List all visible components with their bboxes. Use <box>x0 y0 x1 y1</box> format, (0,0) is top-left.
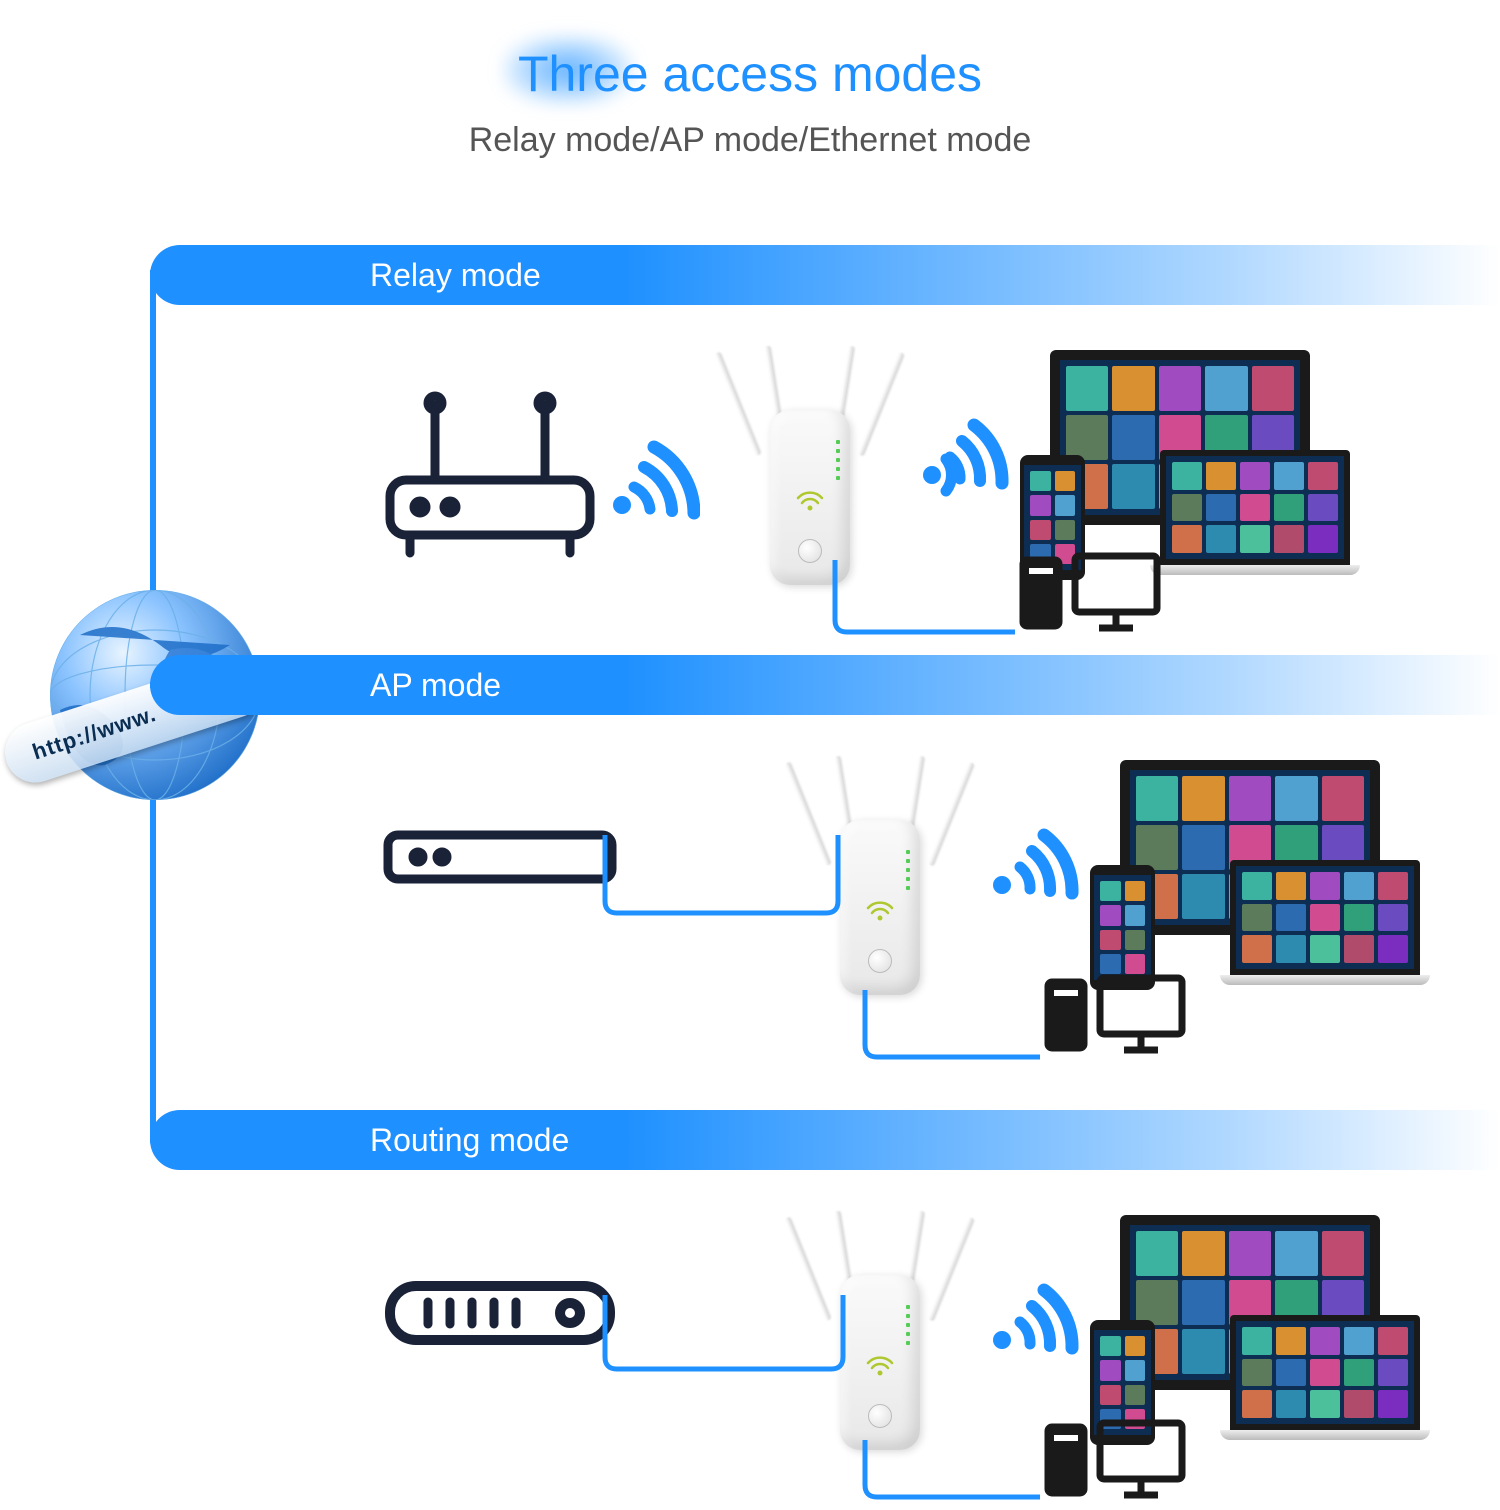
page-subtitle: Relay mode/AP mode/Ethernet mode <box>0 121 1500 160</box>
mode-label-ap: AP mode <box>370 667 501 704</box>
wifi-signal-right-icon <box>990 1280 1080 1400</box>
ethernet-cable-icon <box>820 1440 1045 1500</box>
wired-pc-icon <box>1040 970 1190 1060</box>
wired-pc-icon <box>1040 1415 1190 1505</box>
router-icon <box>370 385 610 565</box>
mode-label-routing: Routing mode <box>370 1122 569 1159</box>
laptop-screen <box>1166 456 1344 559</box>
mode-bar-relay: Relay mode <box>150 245 1500 305</box>
wired-pc-icon <box>1015 548 1165 638</box>
mode-bar-routing: Routing mode <box>150 1110 1500 1170</box>
wifi-signal-right-icon <box>990 825 1080 945</box>
wifi-signal-right-icon <box>920 415 1010 535</box>
mode-label-relay: Relay mode <box>370 257 541 294</box>
ethernet-cable-icon <box>780 560 1020 640</box>
wifi-signal-left-icon <box>610 405 700 545</box>
title-text: Three access modes <box>518 46 982 102</box>
page-title: Three access modes <box>518 45 982 103</box>
ethernet-cable-icon <box>820 990 1045 1065</box>
mode-bar-ap: AP mode <box>150 655 1500 715</box>
